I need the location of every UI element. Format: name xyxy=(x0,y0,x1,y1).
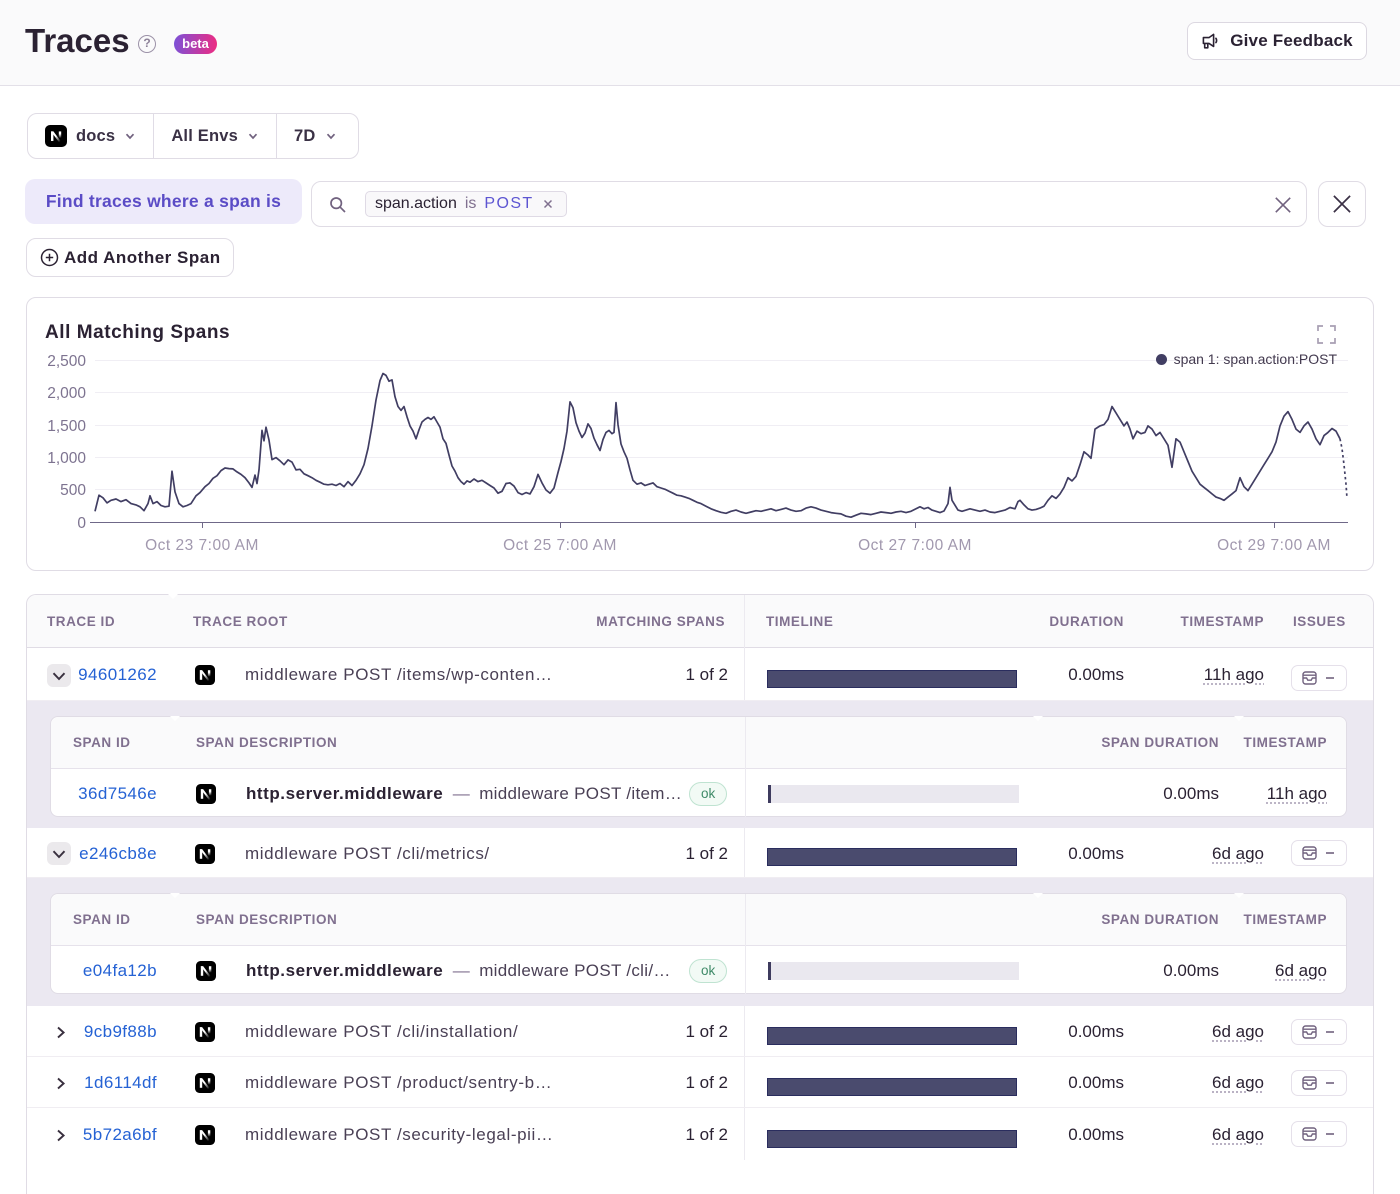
svg-text:Oct 25 7:00 AM: Oct 25 7:00 AM xyxy=(503,537,617,554)
svg-text:0: 0 xyxy=(77,515,86,532)
svg-text:1,000: 1,000 xyxy=(47,450,86,467)
svg-text:Oct 27 7:00 AM: Oct 27 7:00 AM xyxy=(858,537,972,554)
svg-text:2,000: 2,000 xyxy=(47,385,86,402)
svg-text:Oct 23 7:00 AM: Oct 23 7:00 AM xyxy=(145,537,259,554)
svg-text:Oct 29 7:00 AM: Oct 29 7:00 AM xyxy=(1217,537,1331,554)
svg-text:1,500: 1,500 xyxy=(47,418,86,435)
svg-text:500: 500 xyxy=(60,482,86,499)
svg-text:2,500: 2,500 xyxy=(47,353,86,370)
